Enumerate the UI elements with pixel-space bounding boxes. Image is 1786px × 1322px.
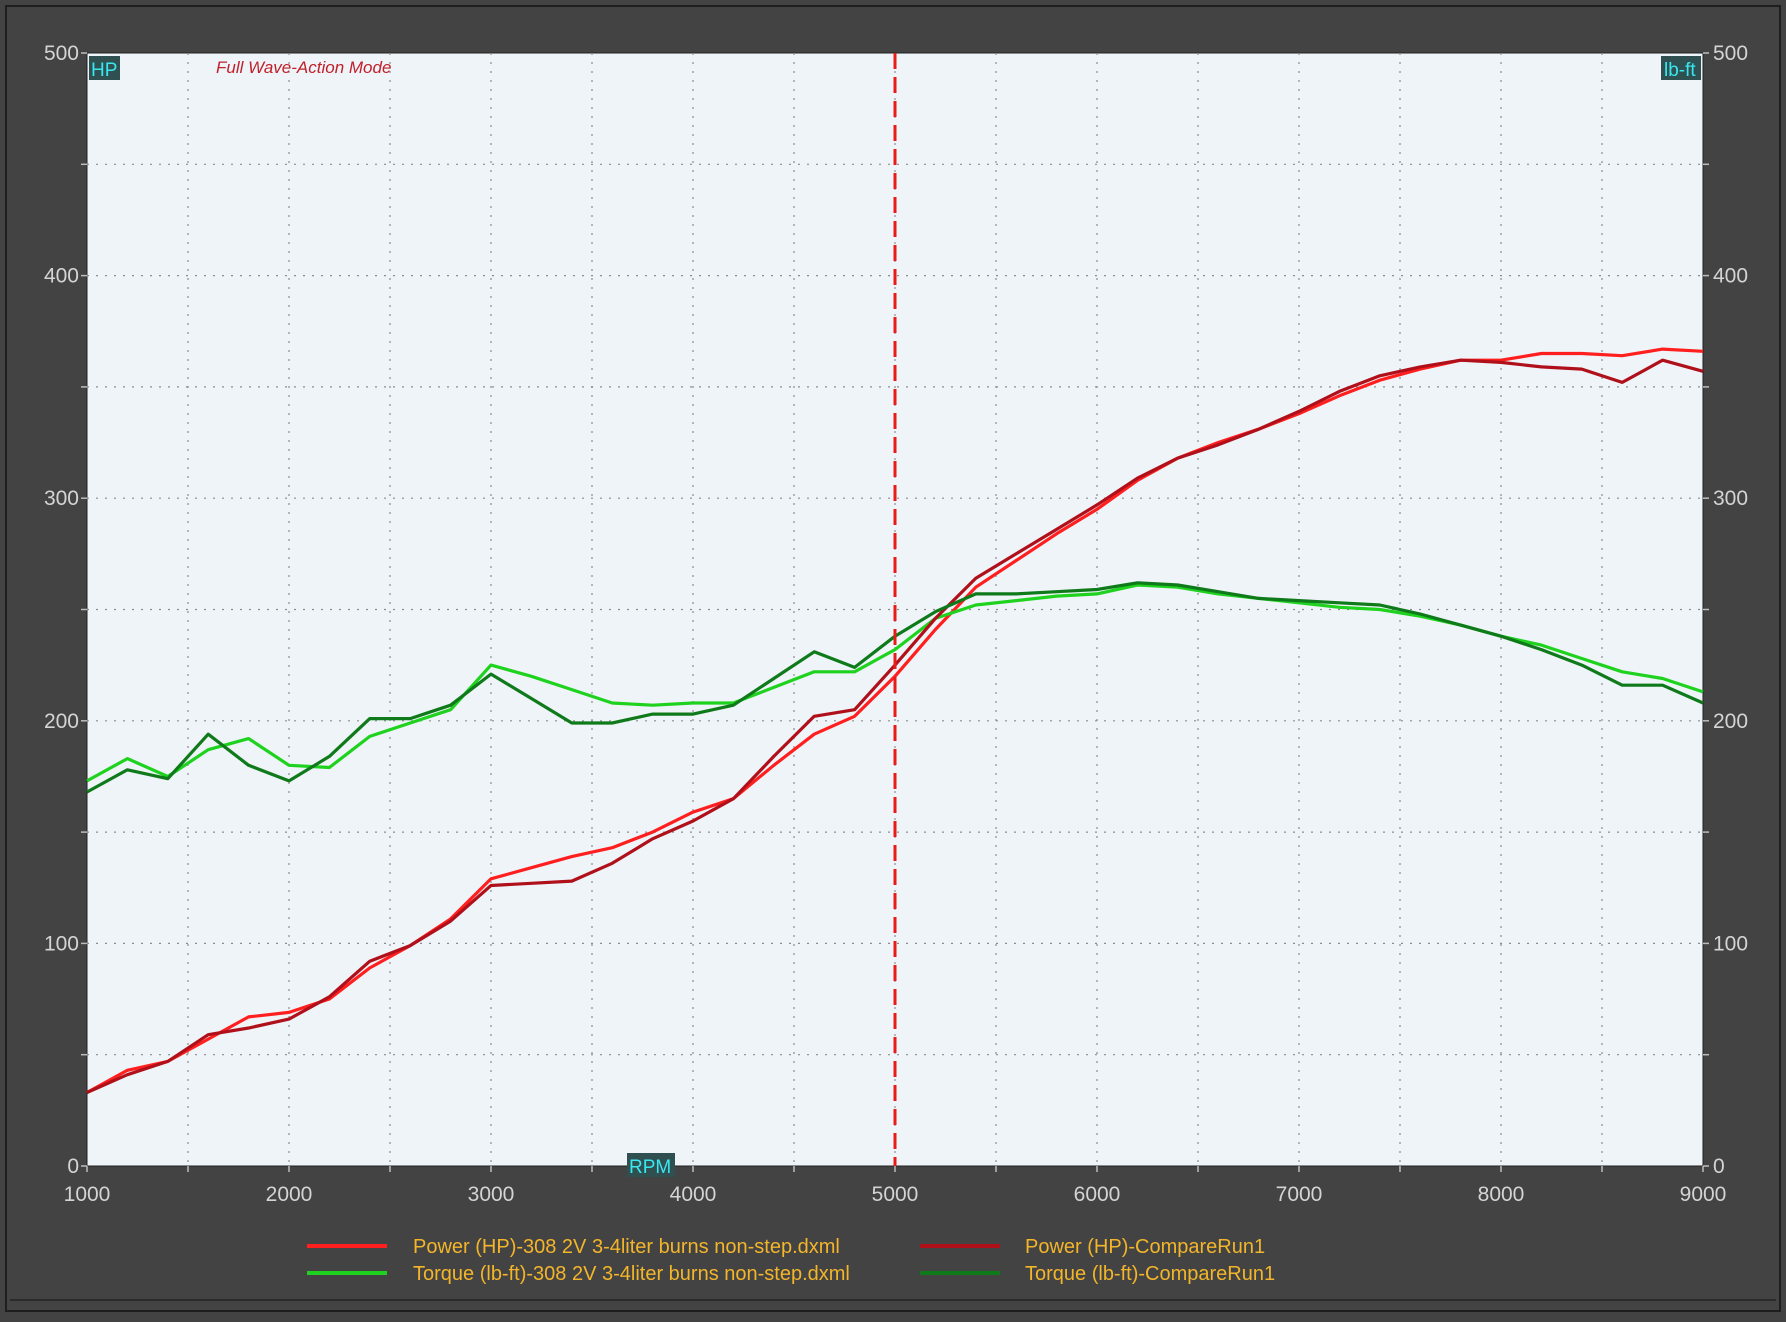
grid-lines bbox=[87, 53, 1703, 1166]
y-left-tick-label: 400 bbox=[44, 265, 79, 288]
legend-label: Torque (lb-ft)-308 2V 3-4liter burns non… bbox=[413, 1263, 850, 1285]
legend: Power (HP)-308 2V 3-4liter burns non-ste… bbox=[307, 1236, 1275, 1285]
y-right-tick-label: 300 bbox=[1713, 487, 1748, 510]
x-axis-label: RPM bbox=[629, 1157, 671, 1178]
y-right-tick-label: 500 bbox=[1713, 42, 1748, 65]
legend-label: Torque (lb-ft)-CompareRun1 bbox=[1025, 1263, 1275, 1285]
left-unit-box bbox=[89, 56, 120, 80]
x-tick-label: 4000 bbox=[670, 1183, 717, 1206]
left-axis-unit-label: HP bbox=[91, 60, 117, 81]
y-right-tick-label: 0 bbox=[1713, 1155, 1725, 1178]
tick-labels: 1000 2000 3000 4000 5000 6000 7000 8000 9000 0 0 10… bbox=[44, 42, 1748, 1206]
y-right-tick-label: 400 bbox=[1713, 265, 1748, 288]
y-left-tick-label: 200 bbox=[44, 710, 79, 733]
x-tick-label: 5000 bbox=[872, 1183, 919, 1206]
y-left-tick-label: 300 bbox=[44, 487, 79, 510]
right-axis-unit-label: lb-ft bbox=[1664, 60, 1696, 81]
y-left-tick-label: 100 bbox=[44, 932, 79, 955]
y-right-tick-label: 200 bbox=[1713, 710, 1748, 733]
x-tick-label: 1000 bbox=[64, 1183, 111, 1206]
y-left-tick-label: 500 bbox=[44, 42, 79, 65]
x-tick-label: 6000 bbox=[1074, 1183, 1121, 1206]
axis-ticks bbox=[81, 52, 1709, 1172]
mode-label: Full Wave-Action Mode bbox=[216, 58, 391, 77]
x-tick-label: 9000 bbox=[1680, 1183, 1727, 1206]
y-right-tick-label: 100 bbox=[1713, 932, 1748, 955]
x-tick-label: 8000 bbox=[1478, 1183, 1525, 1206]
right-unit-box bbox=[1661, 56, 1701, 80]
x-tick-label: 7000 bbox=[1276, 1183, 1323, 1206]
y-left-tick-label: 0 bbox=[67, 1155, 79, 1178]
legend-label: Power (HP)-CompareRun1 bbox=[1025, 1236, 1265, 1258]
window-frame bbox=[5, 5, 1781, 1312]
x-unit-box bbox=[627, 1153, 675, 1177]
legend-label: Power (HP)-308 2V 3-4liter burns non-ste… bbox=[413, 1236, 840, 1258]
x-tick-label: 2000 bbox=[266, 1183, 313, 1206]
x-tick-label: 3000 bbox=[468, 1183, 515, 1206]
